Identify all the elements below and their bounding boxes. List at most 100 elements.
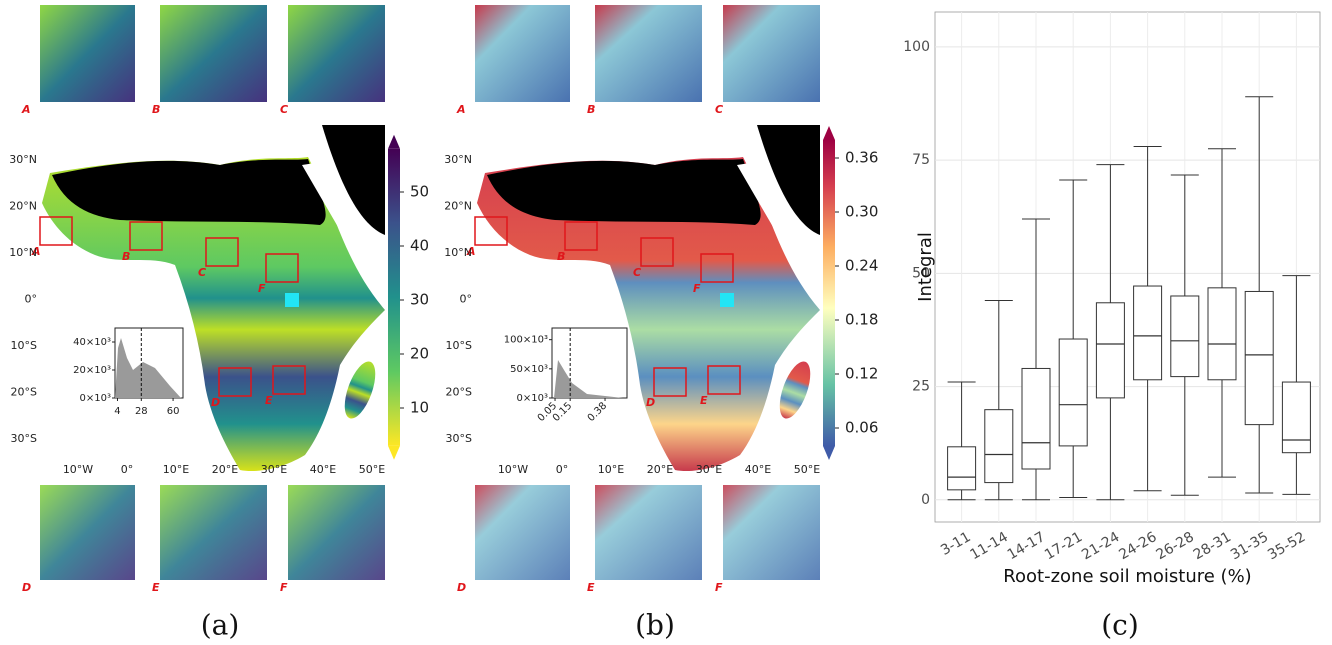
inset-letter: C bbox=[715, 103, 723, 116]
lat-label: 30°N bbox=[9, 153, 37, 166]
continent bbox=[42, 157, 385, 472]
colorbar bbox=[388, 148, 400, 446]
map-panel: A D B E C F A B C F D E 30°N 20°N 10°N 0° 10°S 20°S 30°S 10… bbox=[9, 5, 429, 642]
colorbar-label: 10 bbox=[410, 399, 429, 417]
madagascar bbox=[344, 361, 376, 419]
box bbox=[1170, 295, 1200, 378]
lat-label: 10°N bbox=[9, 246, 37, 259]
lat-label: 10°S bbox=[11, 339, 37, 352]
inset-letter: B bbox=[587, 103, 595, 116]
x-tick-label: 11-14 bbox=[968, 529, 1011, 563]
lat-label: 20°S bbox=[446, 386, 472, 399]
panel-label: (c) bbox=[1101, 609, 1139, 642]
lake bbox=[720, 293, 734, 307]
inset-letter: E bbox=[152, 581, 160, 594]
region-box bbox=[700, 253, 734, 283]
box bbox=[1244, 290, 1274, 426]
madagascar bbox=[779, 361, 811, 419]
box bbox=[1207, 287, 1237, 381]
panel-label: (b) bbox=[635, 609, 675, 642]
lon-label: 10°W bbox=[63, 463, 93, 476]
sahara bbox=[487, 159, 761, 225]
x-tick-label: 31-35 bbox=[1228, 529, 1271, 563]
sahara bbox=[52, 159, 326, 225]
colorbar bbox=[823, 140, 835, 446]
y-axis-title: Integral bbox=[915, 232, 936, 302]
inset-letter: A bbox=[21, 103, 31, 116]
lon-label: 40°E bbox=[745, 463, 771, 476]
region-letter: F bbox=[693, 282, 701, 295]
lon-label: 0° bbox=[556, 463, 569, 476]
box bbox=[947, 446, 977, 491]
x-axis-title: Root-zone soil moisture (%) bbox=[1003, 566, 1251, 587]
inset-image bbox=[160, 5, 267, 102]
box bbox=[1281, 381, 1311, 454]
x-tick-label: 21-24 bbox=[1079, 529, 1122, 563]
map-panel: A D B E C F A B C F D E 30°N 20°N 10°N 0° 10°S 20°S 30°S 10… bbox=[444, 5, 878, 642]
colorbar-label: 0.30 bbox=[845, 203, 878, 221]
region-box bbox=[39, 216, 73, 246]
inset-image bbox=[288, 485, 385, 580]
region-box bbox=[218, 367, 252, 397]
colorbar-arrow bbox=[823, 446, 835, 460]
region-letter: F bbox=[258, 282, 266, 295]
lon-label: 10°E bbox=[163, 463, 189, 476]
region-letter: C bbox=[198, 266, 206, 279]
region-letter: A bbox=[466, 245, 476, 258]
region-letter: B bbox=[557, 250, 565, 263]
x-tick-label: 3-11 bbox=[938, 529, 974, 559]
lat-label: 0° bbox=[25, 293, 38, 306]
hist-xlabel: 4 bbox=[114, 406, 120, 417]
colorbar-label: 0.24 bbox=[845, 257, 878, 275]
box bbox=[1021, 367, 1051, 470]
inset-letter: A bbox=[456, 103, 466, 116]
inset-image bbox=[723, 485, 820, 580]
colorbar-label: 50 bbox=[410, 183, 429, 201]
continent bbox=[477, 157, 820, 472]
colorbar-label: 0.36 bbox=[845, 149, 878, 167]
panel-label: (a) bbox=[201, 609, 240, 642]
hist-ylabel: 20×10³ bbox=[73, 365, 111, 376]
lon-label: 40°E bbox=[310, 463, 336, 476]
x-tick-label: 24-26 bbox=[1116, 529, 1159, 563]
inset-letter: F bbox=[280, 581, 288, 594]
region-box bbox=[205, 237, 239, 267]
lat-label: 20°N bbox=[9, 200, 37, 213]
inset-letter: B bbox=[152, 103, 160, 116]
colorbar-label: 0.18 bbox=[845, 311, 878, 329]
region-letter: D bbox=[646, 396, 655, 409]
x-tick-label: 26-28 bbox=[1154, 529, 1197, 563]
lon-label: 20°E bbox=[212, 463, 238, 476]
lon-label: 10°E bbox=[598, 463, 624, 476]
region-letter: E bbox=[265, 394, 273, 407]
region-letter: E bbox=[700, 394, 708, 407]
region-letter: C bbox=[633, 266, 641, 279]
histogram-bars bbox=[115, 338, 181, 398]
lake bbox=[285, 293, 299, 307]
y-tick-label: 0 bbox=[921, 492, 930, 508]
inset-letter: D bbox=[457, 581, 466, 594]
x-tick-label: 35-52 bbox=[1265, 529, 1308, 563]
region-box bbox=[640, 237, 674, 267]
box bbox=[1133, 285, 1163, 381]
region-box bbox=[272, 365, 306, 395]
hist-xlabel: 28 bbox=[135, 406, 148, 417]
region-letter: B bbox=[122, 250, 130, 263]
inset-image bbox=[160, 485, 267, 580]
lat-label: 0° bbox=[460, 293, 473, 306]
inset-letter: E bbox=[587, 581, 595, 594]
hist-ylabel: 100×10³ bbox=[504, 335, 548, 346]
lat-label: 20°N bbox=[444, 200, 472, 213]
box bbox=[984, 409, 1014, 484]
lon-label: 50°E bbox=[794, 463, 820, 476]
y-tick-label: 100 bbox=[903, 39, 930, 55]
arabia bbox=[322, 125, 385, 235]
arabia bbox=[757, 125, 820, 235]
lat-label: 10°N bbox=[444, 246, 472, 259]
colorbar-label: 0.12 bbox=[845, 365, 878, 383]
inset-letter: F bbox=[715, 581, 723, 594]
main-map bbox=[42, 125, 385, 472]
region-box bbox=[653, 367, 687, 397]
y-tick-label: 75 bbox=[912, 152, 930, 168]
hist-ylabel: 0×10³ bbox=[80, 393, 111, 404]
